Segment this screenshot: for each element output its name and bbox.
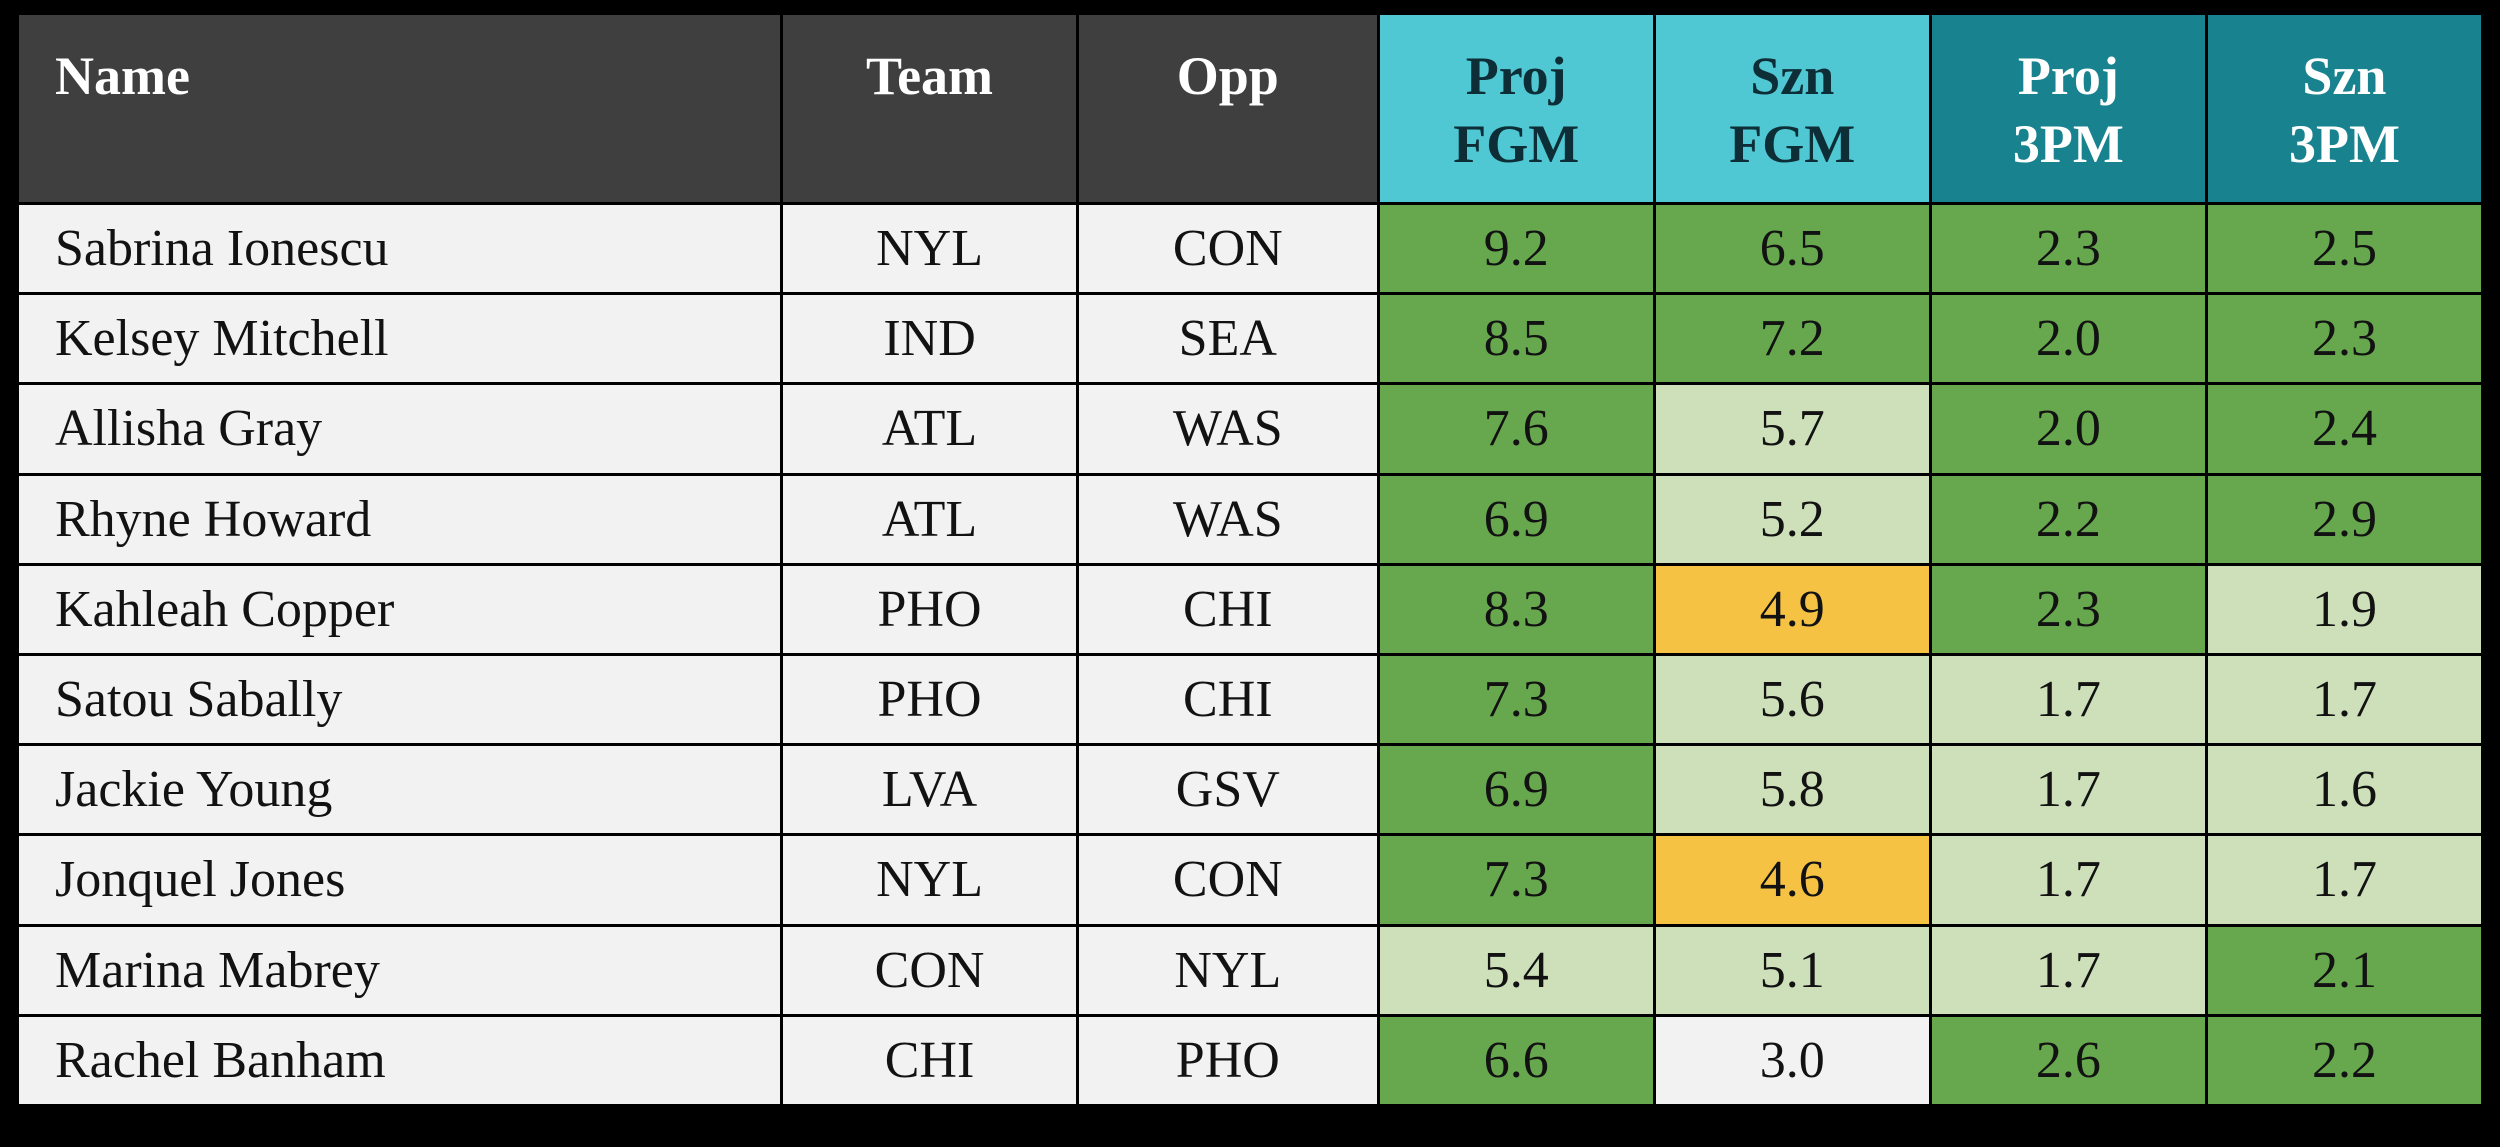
opp-cell: WAS — [1075, 382, 1380, 476]
proj-fgm-cell: 7.3 — [1376, 833, 1656, 927]
proj-3pm-cell: 1.7 — [1928, 833, 2208, 927]
table-row: Sabrina Ionescu NYL CON 9.2 6.5 2.3 2.5 — [15, 201, 2485, 296]
proj-3pm-cell: 2.0 — [1928, 382, 2208, 476]
proj-3pm-cell: 2.3 — [1928, 201, 2208, 296]
opp-cell: CON — [1075, 201, 1380, 296]
table-row: Marina Mabrey CON NYL 5.4 5.1 1.7 2.1 — [15, 923, 2485, 1017]
proj-3pm-cell: 1.7 — [1928, 652, 2208, 747]
player-name-cell: Jonquel Jones — [15, 833, 784, 927]
table-row: Jackie Young LVA GSV 6.9 5.8 1.7 1.6 — [15, 743, 2485, 837]
team-cell: CON — [780, 923, 1079, 1017]
player-name-cell: Kahleah Copper — [15, 562, 784, 656]
opp-cell: SEA — [1075, 292, 1380, 386]
player-name-cell: Jackie Young — [15, 743, 784, 837]
player-name-cell: Sabrina Ionescu — [15, 201, 784, 296]
team-cell: NYL — [780, 201, 1079, 296]
szn-3pm-cell: 2.2 — [2204, 1013, 2485, 1108]
team-cell: LVA — [780, 743, 1079, 837]
proj-fgm-cell: 8.5 — [1376, 292, 1656, 386]
opp-cell: WAS — [1075, 472, 1380, 566]
proj-fgm-cell: 7.3 — [1376, 652, 1656, 747]
player-name-cell: Allisha Gray — [15, 382, 784, 476]
szn-fgm-cell: 6.5 — [1652, 201, 1932, 296]
szn-fgm-cell: 5.2 — [1652, 472, 1932, 566]
szn-fgm-cell: 5.1 — [1652, 923, 1932, 1017]
table-row: Rachel Banham CHI PHO 6.6 3.0 2.6 2.2 — [15, 1013, 2485, 1108]
szn-3pm-cell: 1.6 — [2204, 743, 2485, 837]
szn-3pm-cell: 2.3 — [2204, 292, 2485, 386]
table-row: Kahleah Copper PHO CHI 8.3 4.9 2.3 1.9 — [15, 562, 2485, 656]
proj-3pm-cell: 2.0 — [1928, 292, 2208, 386]
table-header: Name Team Opp Proj FGM Szn FGM Proj 3PM … — [15, 12, 2485, 205]
header-opp: Opp — [1075, 12, 1380, 205]
header-proj-3pm: Proj 3PM — [1928, 12, 2208, 205]
table-row: Rhyne Howard ATL WAS 6.9 5.2 2.2 2.9 — [15, 472, 2485, 566]
proj-3pm-cell: 1.7 — [1928, 923, 2208, 1017]
opp-cell: NYL — [1075, 923, 1380, 1017]
szn-fgm-cell: 4.6 — [1652, 833, 1932, 927]
proj-3pm-cell: 1.7 — [1928, 743, 2208, 837]
team-cell: NYL — [780, 833, 1079, 927]
proj-3pm-cell: 2.3 — [1928, 562, 2208, 656]
szn-3pm-cell: 2.4 — [2204, 382, 2485, 476]
table-row: Jonquel Jones NYL CON 7.3 4.6 1.7 1.7 — [15, 833, 2485, 927]
team-cell: IND — [780, 292, 1079, 386]
team-cell: ATL — [780, 382, 1079, 476]
szn-3pm-cell: 1.7 — [2204, 833, 2485, 927]
team-cell: PHO — [780, 562, 1079, 656]
player-name-cell: Kelsey Mitchell — [15, 292, 784, 386]
szn-3pm-cell: 2.9 — [2204, 472, 2485, 566]
header-proj-fgm: Proj FGM — [1376, 12, 1656, 205]
opp-cell: PHO — [1075, 1013, 1380, 1108]
team-cell: ATL — [780, 472, 1079, 566]
proj-fgm-cell: 6.9 — [1376, 743, 1656, 837]
player-name-cell: Rhyne Howard — [15, 472, 784, 566]
table-row: Kelsey Mitchell IND SEA 8.5 7.2 2.0 2.3 — [15, 292, 2485, 386]
header-szn-3pm: Szn 3PM — [2204, 12, 2485, 205]
szn-3pm-cell: 2.5 — [2204, 201, 2485, 296]
opp-cell: CHI — [1075, 562, 1380, 656]
proj-fgm-cell: 6.9 — [1376, 472, 1656, 566]
proj-fgm-cell: 8.3 — [1376, 562, 1656, 656]
table-container: Name Team Opp Proj FGM Szn FGM Proj 3PM … — [15, 12, 2485, 1108]
szn-3pm-cell: 2.1 — [2204, 923, 2485, 1017]
opp-cell: CHI — [1075, 652, 1380, 747]
szn-fgm-cell: 5.8 — [1652, 743, 1932, 837]
proj-fgm-cell: 6.6 — [1376, 1013, 1656, 1108]
player-name-cell: Marina Mabrey — [15, 923, 784, 1017]
table-row: Satou Sabally PHO CHI 7.3 5.6 1.7 1.7 — [15, 652, 2485, 747]
szn-fgm-cell: 3.0 — [1652, 1013, 1932, 1108]
proj-3pm-cell: 2.6 — [1928, 1013, 2208, 1108]
proj-fgm-cell: 7.6 — [1376, 382, 1656, 476]
opp-cell: GSV — [1075, 743, 1380, 837]
proj-fgm-cell: 5.4 — [1376, 923, 1656, 1017]
szn-3pm-cell: 1.9 — [2204, 562, 2485, 656]
player-name-cell: Satou Sabally — [15, 652, 784, 747]
team-cell: PHO — [780, 652, 1079, 747]
table-row: Allisha Gray ATL WAS 7.6 5.7 2.0 2.4 — [15, 382, 2485, 476]
player-stats-table: Name Team Opp Proj FGM Szn FGM Proj 3PM … — [15, 12, 2485, 1108]
proj-3pm-cell: 2.2 — [1928, 472, 2208, 566]
szn-fgm-cell: 4.9 — [1652, 562, 1932, 656]
opp-cell: CON — [1075, 833, 1380, 927]
szn-3pm-cell: 1.7 — [2204, 652, 2485, 747]
team-cell: CHI — [780, 1013, 1079, 1108]
szn-fgm-cell: 7.2 — [1652, 292, 1932, 386]
player-name-cell: Rachel Banham — [15, 1013, 784, 1108]
header-row: Name Team Opp Proj FGM Szn FGM Proj 3PM … — [15, 12, 2485, 205]
header-szn-fgm: Szn FGM — [1652, 12, 1932, 205]
szn-fgm-cell: 5.7 — [1652, 382, 1932, 476]
header-team: Team — [780, 12, 1079, 205]
proj-fgm-cell: 9.2 — [1376, 201, 1656, 296]
table-body: Sabrina Ionescu NYL CON 9.2 6.5 2.3 2.5 Kelsey … — [15, 201, 2485, 1108]
header-name: Name — [15, 12, 784, 205]
szn-fgm-cell: 5.6 — [1652, 652, 1932, 747]
